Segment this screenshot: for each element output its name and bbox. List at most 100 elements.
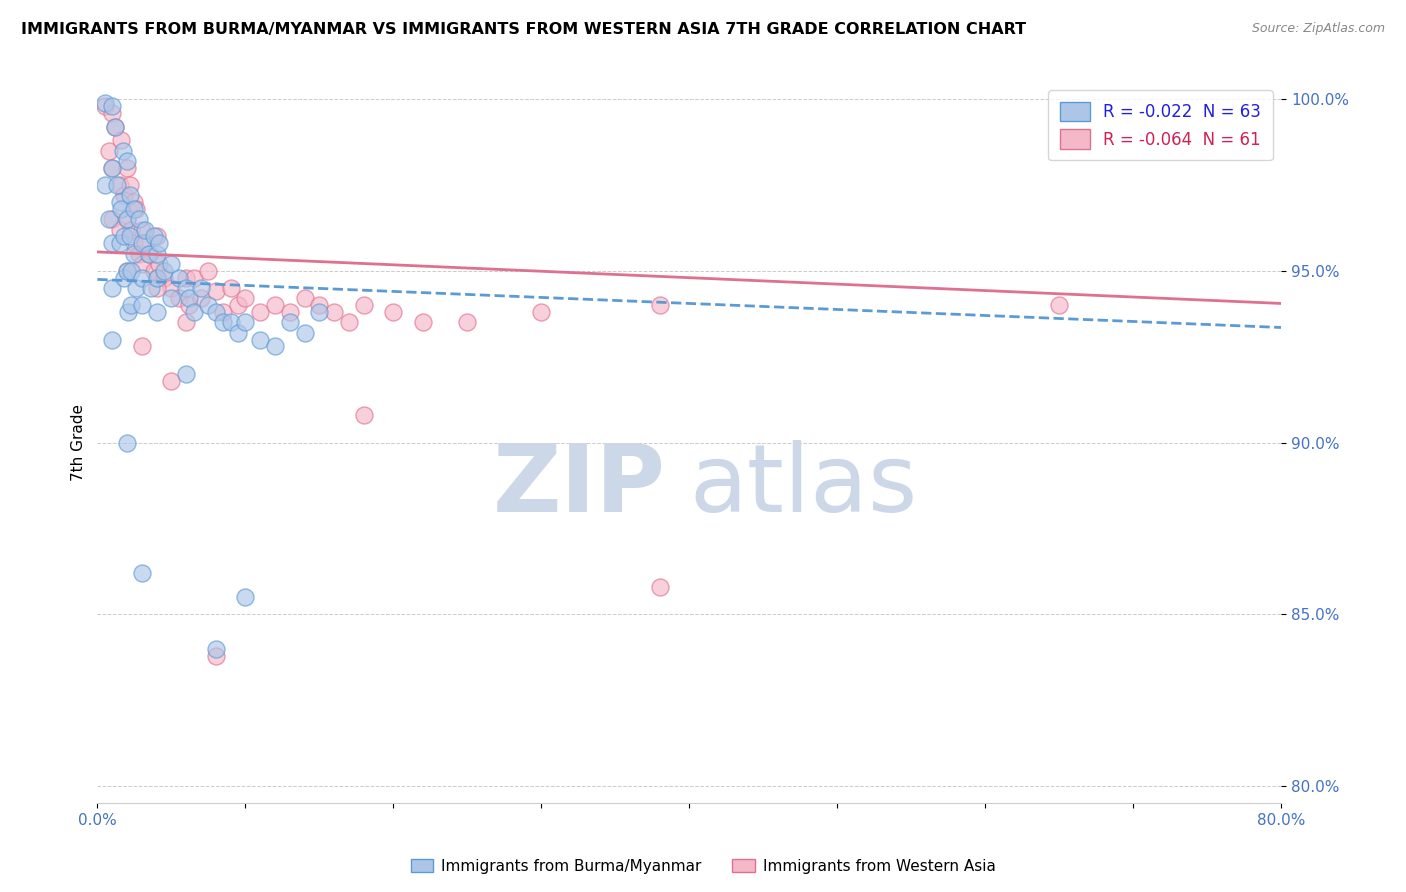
Point [308, 298, 330, 312]
Point [412, 315, 434, 329]
Point [145, 281, 167, 295]
Point [101, 99, 124, 113]
Point [94, 95, 117, 110]
Point [115, 161, 138, 175]
Point [353, 408, 375, 422]
Point [134, 236, 156, 251]
Point [294, 291, 316, 305]
Point [101, 105, 124, 120]
Point [264, 339, 287, 353]
Point [219, 315, 242, 329]
Point [183, 305, 205, 319]
Point [353, 298, 375, 312]
Point [264, 298, 287, 312]
Point [183, 270, 205, 285]
Point [110, 133, 132, 147]
Point [167, 291, 190, 305]
Point [382, 305, 405, 319]
Point [278, 305, 301, 319]
Point [148, 236, 170, 251]
Point [226, 298, 249, 312]
Point [648, 580, 671, 594]
Point [145, 305, 167, 319]
Point [112, 270, 135, 285]
Point [117, 305, 139, 319]
Point [294, 326, 316, 340]
Point [112, 229, 135, 244]
Legend: Immigrants from Burma/Myanmar, Immigrants from Western Asia: Immigrants from Burma/Myanmar, Immigrant… [405, 853, 1001, 880]
Point [145, 229, 167, 244]
Text: atlas: atlas [689, 440, 918, 532]
Point [233, 291, 256, 305]
Point [174, 281, 197, 295]
Point [124, 236, 146, 251]
Point [323, 305, 346, 319]
Point [174, 270, 197, 285]
Point [101, 333, 124, 347]
Point [94, 99, 117, 113]
Text: Source: ZipAtlas.com: Source: ZipAtlas.com [1251, 22, 1385, 36]
Point [138, 246, 160, 260]
Point [125, 281, 148, 295]
Point [125, 202, 148, 216]
Point [118, 178, 141, 192]
Point [177, 298, 200, 312]
Point [190, 291, 212, 305]
Point [249, 333, 271, 347]
Point [174, 315, 197, 329]
Point [142, 264, 165, 278]
Point [204, 285, 226, 299]
Point [118, 229, 141, 244]
Point [101, 236, 124, 251]
Point [131, 339, 153, 353]
Point [115, 435, 138, 450]
Point [160, 374, 183, 388]
Point [219, 281, 242, 295]
Point [115, 212, 138, 227]
Point [145, 246, 167, 260]
Point [110, 202, 132, 216]
Point [118, 188, 141, 202]
Point [145, 270, 167, 285]
Point [160, 291, 183, 305]
Point [120, 298, 142, 312]
Point [115, 153, 138, 168]
Point [142, 229, 165, 244]
Point [124, 202, 146, 216]
Point [98, 212, 121, 227]
Point [128, 212, 150, 227]
Point [131, 257, 153, 271]
Point [101, 161, 124, 175]
Point [177, 291, 200, 305]
Legend: R = -0.022  N = 63, R = -0.064  N = 61: R = -0.022 N = 63, R = -0.064 N = 61 [1049, 90, 1272, 161]
Point [212, 315, 235, 329]
Point [131, 222, 153, 236]
Point [190, 281, 212, 295]
Point [167, 270, 190, 285]
Point [105, 178, 128, 192]
Point [648, 298, 671, 312]
Point [212, 305, 235, 319]
Point [131, 298, 153, 312]
Point [115, 212, 138, 227]
Point [131, 236, 153, 251]
Point [530, 305, 553, 319]
Point [337, 315, 360, 329]
Point [94, 178, 117, 192]
Point [124, 195, 146, 210]
Point [112, 188, 135, 202]
Point [124, 246, 146, 260]
Point [131, 566, 153, 580]
Point [120, 264, 142, 278]
Point [233, 590, 256, 604]
Y-axis label: 7th Grade: 7th Grade [72, 404, 86, 481]
Point [308, 305, 330, 319]
Point [108, 195, 131, 210]
Point [111, 144, 134, 158]
Point [153, 264, 176, 278]
Point [108, 222, 131, 236]
Point [148, 257, 170, 271]
Point [115, 264, 138, 278]
Point [101, 161, 124, 175]
Point [139, 281, 162, 295]
